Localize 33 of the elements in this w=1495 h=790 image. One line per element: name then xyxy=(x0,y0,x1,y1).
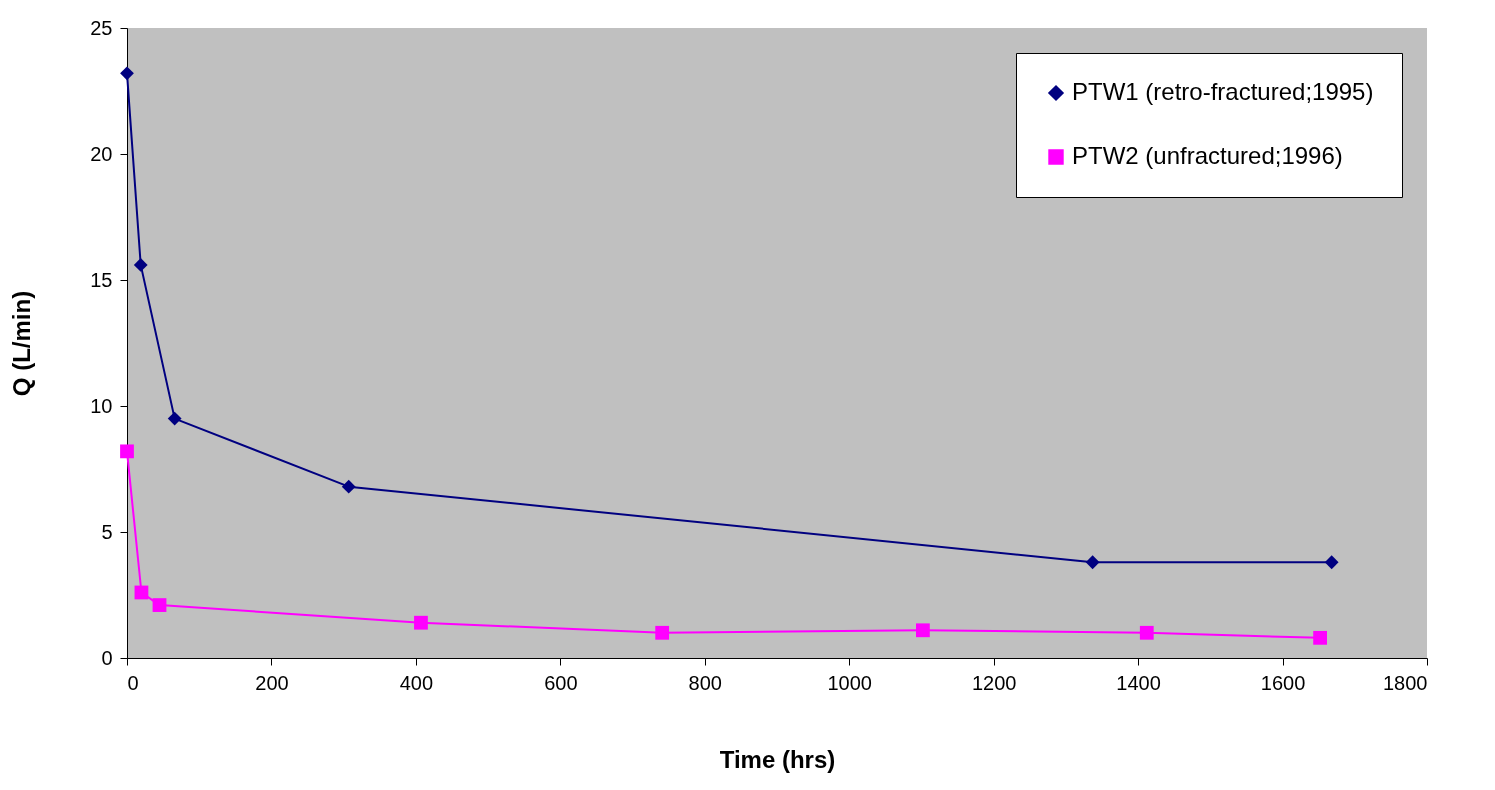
point xyxy=(1313,630,1327,645)
point xyxy=(341,479,356,494)
x-tick-label: 600 xyxy=(544,671,578,694)
point xyxy=(414,615,428,630)
x-tick-label: 800 xyxy=(688,671,722,694)
point xyxy=(1085,555,1100,570)
point xyxy=(655,625,670,640)
y-tick-label: 10 xyxy=(90,394,113,417)
x-tick-label: 200 xyxy=(255,671,289,694)
y-tick-label: 20 xyxy=(90,142,113,165)
point xyxy=(167,411,182,426)
x-tick-label: 400 xyxy=(399,671,434,694)
x-axis-title: Time (hrs) xyxy=(719,745,836,773)
x-tick-label: 1400 xyxy=(1116,671,1161,694)
y-tick-label: 15 xyxy=(90,268,113,291)
y-tick-label: 0 xyxy=(101,646,113,669)
legend-label: PTW1 (retro-fractured;1995) xyxy=(1072,78,1374,105)
y-tick-label: 25 xyxy=(90,16,113,39)
x-tick-label: 1800 xyxy=(1383,671,1428,694)
x-tick-label: 0 xyxy=(127,671,139,694)
point xyxy=(120,66,134,81)
point xyxy=(120,444,134,459)
y-tick-label: 5 xyxy=(101,520,113,543)
point xyxy=(916,623,930,638)
y-axis-title: Q (L/min) xyxy=(8,290,36,397)
point xyxy=(1139,625,1154,640)
x-tick-label: 1200 xyxy=(971,671,1017,694)
x-tick-label: 1600 xyxy=(1260,671,1306,694)
x-tick-label: 1000 xyxy=(827,671,872,694)
point xyxy=(133,257,148,272)
point xyxy=(1324,555,1339,570)
legend-label: PTW2 (unfractured;1996) xyxy=(1072,142,1343,169)
point xyxy=(152,598,167,612)
